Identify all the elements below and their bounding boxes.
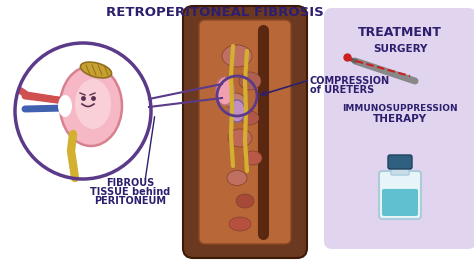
Text: THERAPY: THERAPY (373, 114, 427, 124)
Ellipse shape (239, 72, 261, 90)
Text: TREATMENT: TREATMENT (358, 26, 442, 39)
Ellipse shape (229, 100, 245, 122)
FancyBboxPatch shape (388, 155, 412, 169)
Circle shape (15, 43, 151, 179)
Text: PERITONEUM: PERITONEUM (94, 196, 166, 206)
Ellipse shape (58, 95, 72, 117)
Ellipse shape (241, 111, 259, 125)
Text: COMPRESSION: COMPRESSION (310, 76, 390, 86)
Ellipse shape (236, 194, 254, 208)
FancyBboxPatch shape (379, 171, 421, 219)
FancyBboxPatch shape (324, 8, 474, 249)
FancyBboxPatch shape (199, 20, 291, 244)
Text: of URETERS: of URETERS (310, 85, 374, 95)
FancyBboxPatch shape (382, 189, 418, 216)
Ellipse shape (81, 62, 111, 78)
Text: SURGERY: SURGERY (373, 44, 427, 54)
FancyBboxPatch shape (391, 165, 409, 175)
Ellipse shape (229, 217, 251, 231)
Text: RETROPERITONEAL FIBROSIS: RETROPERITONEAL FIBROSIS (106, 6, 324, 19)
Ellipse shape (60, 66, 122, 146)
Ellipse shape (227, 171, 247, 185)
Ellipse shape (228, 129, 252, 147)
Ellipse shape (225, 93, 245, 109)
Ellipse shape (75, 79, 111, 129)
Text: FIBROUS: FIBROUS (106, 178, 154, 188)
Ellipse shape (222, 45, 252, 67)
FancyBboxPatch shape (183, 6, 307, 258)
Text: IMMUNOSUPPRESSION: IMMUNOSUPPRESSION (342, 104, 458, 113)
Text: TISSUE behind: TISSUE behind (90, 187, 170, 197)
Ellipse shape (216, 77, 234, 105)
Ellipse shape (244, 151, 262, 165)
